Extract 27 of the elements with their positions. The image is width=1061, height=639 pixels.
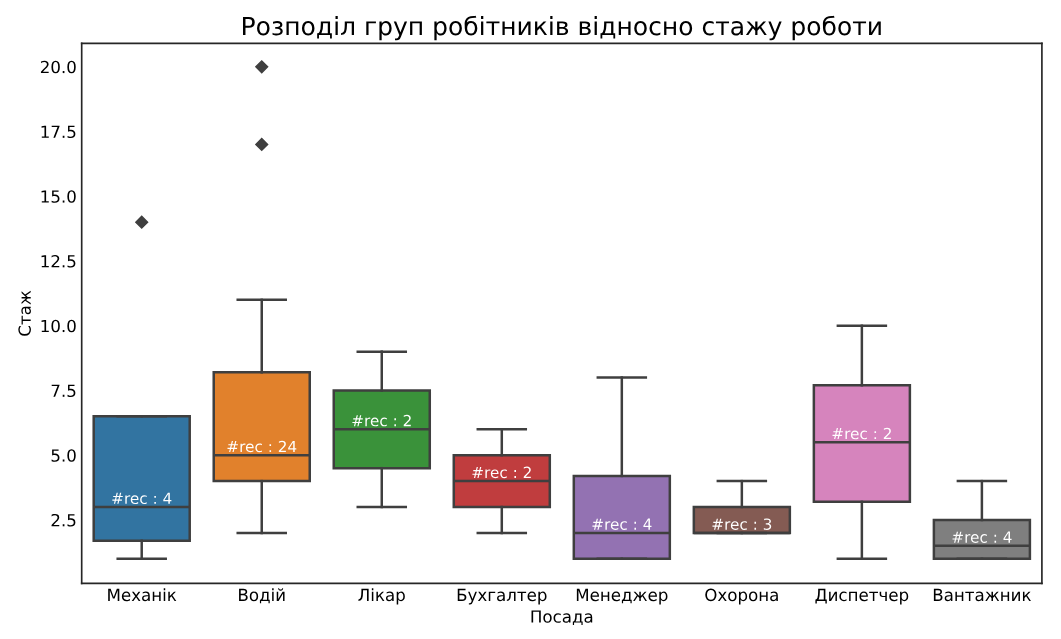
x-tick-label: Лікар xyxy=(358,588,405,605)
x-tick-label: Вантажник xyxy=(933,588,1031,602)
annotation: #rec : 2 xyxy=(832,427,891,440)
annotation: #rec : 4 xyxy=(952,531,1012,543)
y-tick-label: 20.0 xyxy=(40,60,76,74)
y-axis-title: Стаж xyxy=(18,290,31,336)
x-tick-label: Бухгалтер xyxy=(457,588,547,605)
x-axis-title: Посада xyxy=(531,610,593,625)
y-tick-label: 10.0 xyxy=(41,319,76,333)
annotation: #rec : 24 xyxy=(227,440,297,453)
chart-title: Розподіл груп робітників відносно стажу роботи xyxy=(243,15,881,41)
x-tick-label: Менеджер xyxy=(576,588,668,605)
x-tick-label: Механік xyxy=(108,588,177,602)
annotation: #rec : 4 xyxy=(112,492,172,505)
y-tick-label: 15.0 xyxy=(41,190,76,203)
y-tick-label: 2.5 xyxy=(51,513,76,527)
y-tick-label: 7.5 xyxy=(51,384,76,398)
y-tick-label: 17.5 xyxy=(41,125,76,139)
x-tick-label: Диспетчер xyxy=(815,588,909,605)
annotation: #rec : 2 xyxy=(352,414,411,427)
annotation: #rec : 3 xyxy=(712,518,772,530)
annotation: #rec : 2 xyxy=(472,466,531,479)
x-tick-label: Водій xyxy=(239,588,285,604)
y-tick-label: 5.0 xyxy=(51,449,76,462)
x-tick-label: Охорона xyxy=(705,588,778,605)
y-tick-label: 12.5 xyxy=(41,254,76,268)
annotation: #rec : 4 xyxy=(592,518,652,530)
